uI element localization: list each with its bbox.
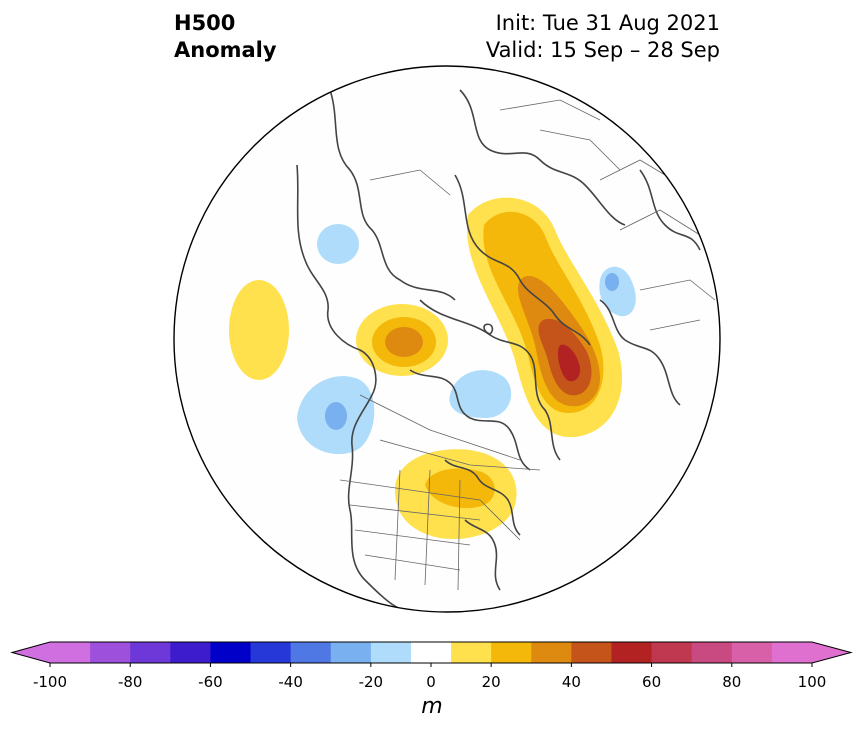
colorbar-swatch (130, 642, 171, 663)
colorbar-swatch (90, 642, 131, 663)
coastlines (296, 89, 701, 612)
colorbar-extend-low (12, 642, 50, 663)
colorbar-tick-label: 0 (426, 673, 436, 691)
colorbar-swatch (170, 642, 211, 663)
colorbar-tick-label: 40 (561, 673, 581, 691)
anomaly-fields (229, 89, 716, 612)
colorbar (10, 641, 853, 667)
colorbar-tick-label: 20 (481, 673, 501, 691)
anomaly-archipelago-low (449, 370, 512, 418)
colorbar-swatch (250, 642, 292, 663)
colorbar-tick-label: 80 (722, 673, 742, 691)
colorbar-swatch (410, 642, 452, 663)
colorbar-tick-label: 60 (642, 673, 662, 691)
colorbar-unit-label: m (421, 694, 443, 719)
colorbar-swatch (210, 642, 252, 663)
valid-range: Valid: 15 Sep – 28 Sep (485, 38, 720, 62)
title-type: Anomaly (174, 38, 277, 62)
colorbar-swatch (571, 642, 612, 663)
colorbar-swatch (691, 642, 733, 663)
colorbar-swatch (290, 642, 332, 663)
boundaries (339, 99, 716, 591)
colorbar-swatch (531, 642, 572, 663)
colorbar-tick-label: -40 (278, 673, 303, 691)
colorbar-tick-label: -20 (358, 673, 384, 691)
colorbar-swatch (330, 642, 372, 663)
colorbar-swatch (731, 642, 773, 663)
anomaly-kamchatka-low (317, 224, 359, 264)
anomaly-gulf-alaska-low (297, 376, 375, 455)
anomaly-canada-high (395, 449, 517, 540)
colorbar-tick-label: -100 (32, 673, 68, 691)
anomaly-alaska-high (356, 304, 448, 376)
anomaly-scandinavia-low (599, 266, 636, 317)
title-variable: H500 (174, 11, 236, 35)
anomaly-pacific-high (229, 280, 289, 380)
colorbar-tick-label: 100 (797, 673, 827, 691)
colorbar-tick-label: -60 (198, 673, 223, 691)
title-left: H500 Anomaly (174, 10, 277, 64)
init-date: Init: Tue 31 Aug 2021 (495, 11, 720, 35)
colorbar-swatch (491, 642, 532, 663)
colorbar-swatch (451, 642, 492, 663)
colorbar-swatch (771, 642, 813, 663)
colorbar-swatch (611, 642, 653, 663)
colorbar-extend-high (812, 642, 851, 663)
title-right: Init: Tue 31 Aug 2021 Valid: 15 Sep – 28… (486, 10, 720, 64)
colorbar-tick-label: -80 (117, 673, 143, 691)
globe-outline (173, 65, 721, 613)
colorbar-swatch (370, 642, 412, 663)
anomaly-siberia-ridge (466, 197, 623, 438)
colorbar-swatch (651, 642, 693, 663)
colorbar-swatch (50, 642, 91, 663)
